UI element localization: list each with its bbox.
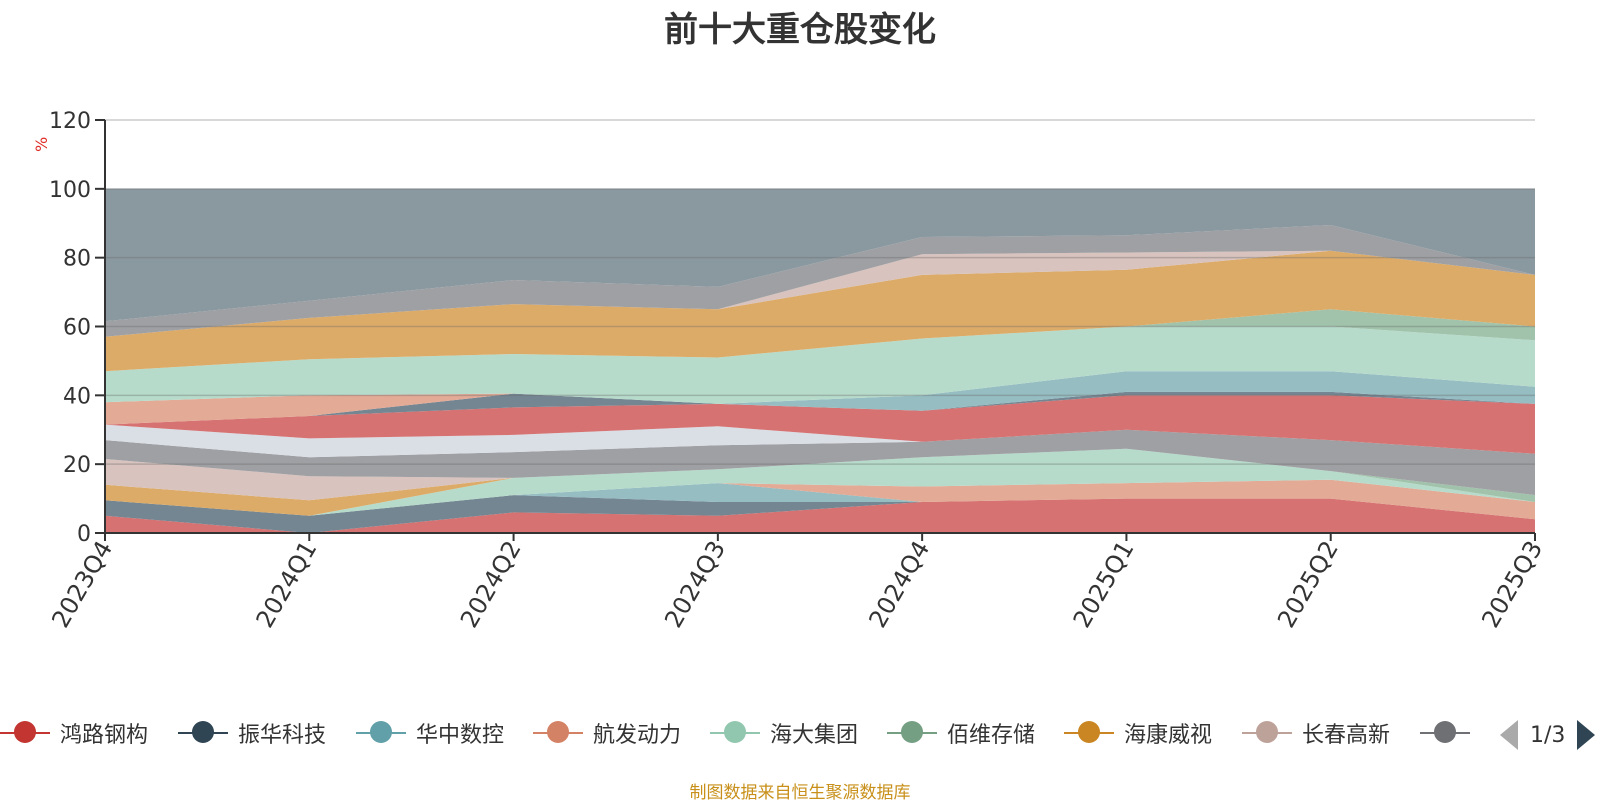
legend-item-8[interactable]: 长春高新: [1242, 713, 1390, 753]
stacked-area-chart: 0 20 40 60 80 100 120 2023Q4 2024Q1 2024Q2 2024Q3 2…: [46, 109, 1548, 632]
x-tick-label-2024Q2: 2024Q2: [455, 536, 527, 632]
area-layer-3: [105, 483, 1535, 520]
area-layer-14: [105, 371, 1535, 425]
area-layer-4: [105, 479, 1535, 520]
legend-item-6[interactable]: 佰维存储: [887, 713, 1035, 753]
area-layer-20: [105, 188, 1535, 322]
area-layer-13: [105, 371, 1535, 425]
legend-label: 振华科技: [238, 723, 327, 748]
x-tick-label-2025Q2: 2025Q2: [1272, 536, 1344, 632]
x-tick-label-2025Q1: 2025Q1: [1068, 536, 1140, 632]
legend-item-4[interactable]: 航发动力: [533, 713, 681, 753]
legend-dot-icon: [1256, 721, 1278, 743]
x-tick-label-2024Q1: 2024Q1: [251, 536, 323, 632]
area-layer-10: [105, 424, 1535, 458]
y-tick-label-60: 60: [63, 316, 91, 341]
legend-marker-icon: [1242, 721, 1292, 743]
legend-marker-icon: [533, 721, 583, 743]
legend-marker-icon: [1420, 721, 1470, 743]
area-layer-11: [105, 395, 1535, 454]
legend-marker-icon: [887, 721, 937, 743]
legend-marker-icon: [1064, 721, 1114, 743]
y-axis-unit: %: [32, 136, 51, 152]
area-layer-15: [105, 326, 1535, 404]
legend-label: 佰维存储: [947, 723, 1036, 748]
area-layer-9: [105, 429, 1535, 496]
y-tick-label-40: 40: [63, 384, 91, 409]
gridlines: [105, 119, 1535, 465]
x-tick-label-2024Q3: 2024Q3: [659, 536, 731, 632]
legend-dot-icon: [370, 721, 392, 743]
area-layer-5: [105, 448, 1535, 516]
x-tick-label-2025Q3: 2025Q3: [1476, 536, 1548, 632]
area-layer-1: [105, 498, 1535, 533]
area-layer-12: [105, 391, 1535, 425]
legend-dot-icon: [1434, 721, 1456, 743]
data-source-note: 制图数据来自恒生聚源数据库: [689, 783, 911, 803]
legend-item-3[interactable]: 华中数控: [356, 713, 504, 753]
legend-marker-icon: [0, 721, 50, 743]
legend-label: 鸿路钢构: [60, 723, 149, 748]
chart-title: 前十大重仓股变化: [664, 10, 936, 50]
legend-prev-page-icon[interactable]: [1500, 720, 1518, 750]
x-tick-label-2023Q4: 2023Q4: [46, 536, 118, 632]
y-tick-label-20: 20: [63, 453, 91, 478]
legend-page-indicator: 1/3: [1530, 722, 1566, 748]
area-layers: [105, 188, 1535, 533]
legend-dot-icon: [14, 721, 36, 743]
legend-dot-icon: [547, 721, 569, 743]
legend-pager: 1/3: [1500, 718, 1596, 752]
legend-item-1[interactable]: 鸿路钢构: [0, 713, 148, 753]
legend-label: 海康威视: [1124, 723, 1213, 748]
legend-dot-icon: [1078, 721, 1100, 743]
legend-marker-icon: [710, 721, 760, 743]
area-layer-8: [105, 448, 1535, 501]
area-layer-16: [105, 309, 1535, 372]
legend-dot-icon: [724, 721, 746, 743]
area-layer-19: [105, 225, 1535, 337]
y-tick-label-100: 100: [49, 178, 91, 203]
legend-marker-icon: [178, 721, 228, 743]
legend-dot-icon: [192, 721, 214, 743]
legend-next-page-icon[interactable]: [1577, 720, 1596, 750]
legend-label: 华中数控: [416, 723, 505, 748]
legend-label: 长春高新: [1302, 723, 1391, 748]
legend: 鸿路钢构 振华科技 华中数控 航发动力 海大集团 佰维存储 海康威视 长春高新 中: [0, 713, 1480, 753]
area-layer-17: [105, 250, 1535, 372]
legend-item-7[interactable]: 海康威视: [1064, 713, 1212, 753]
area-layer-7: [105, 448, 1535, 516]
y-tick-label-80: 80: [63, 247, 91, 272]
legend-label: 海大集团: [770, 723, 859, 748]
legend-label: 航发动力: [593, 723, 682, 748]
legend-item-2[interactable]: 振华科技: [178, 713, 326, 753]
legend-item-5[interactable]: 海大集团: [710, 713, 858, 753]
y-tick-label-120: 120: [49, 109, 91, 134]
area-layer-2: [105, 495, 1535, 533]
legend-dot-icon: [901, 721, 923, 743]
legend-item-9[interactable]: 中: [1420, 713, 1480, 753]
legend-marker-icon: [356, 721, 406, 743]
y-tick-label-0: 0: [77, 522, 91, 547]
x-tick-label-2024Q4: 2024Q4: [863, 536, 935, 632]
